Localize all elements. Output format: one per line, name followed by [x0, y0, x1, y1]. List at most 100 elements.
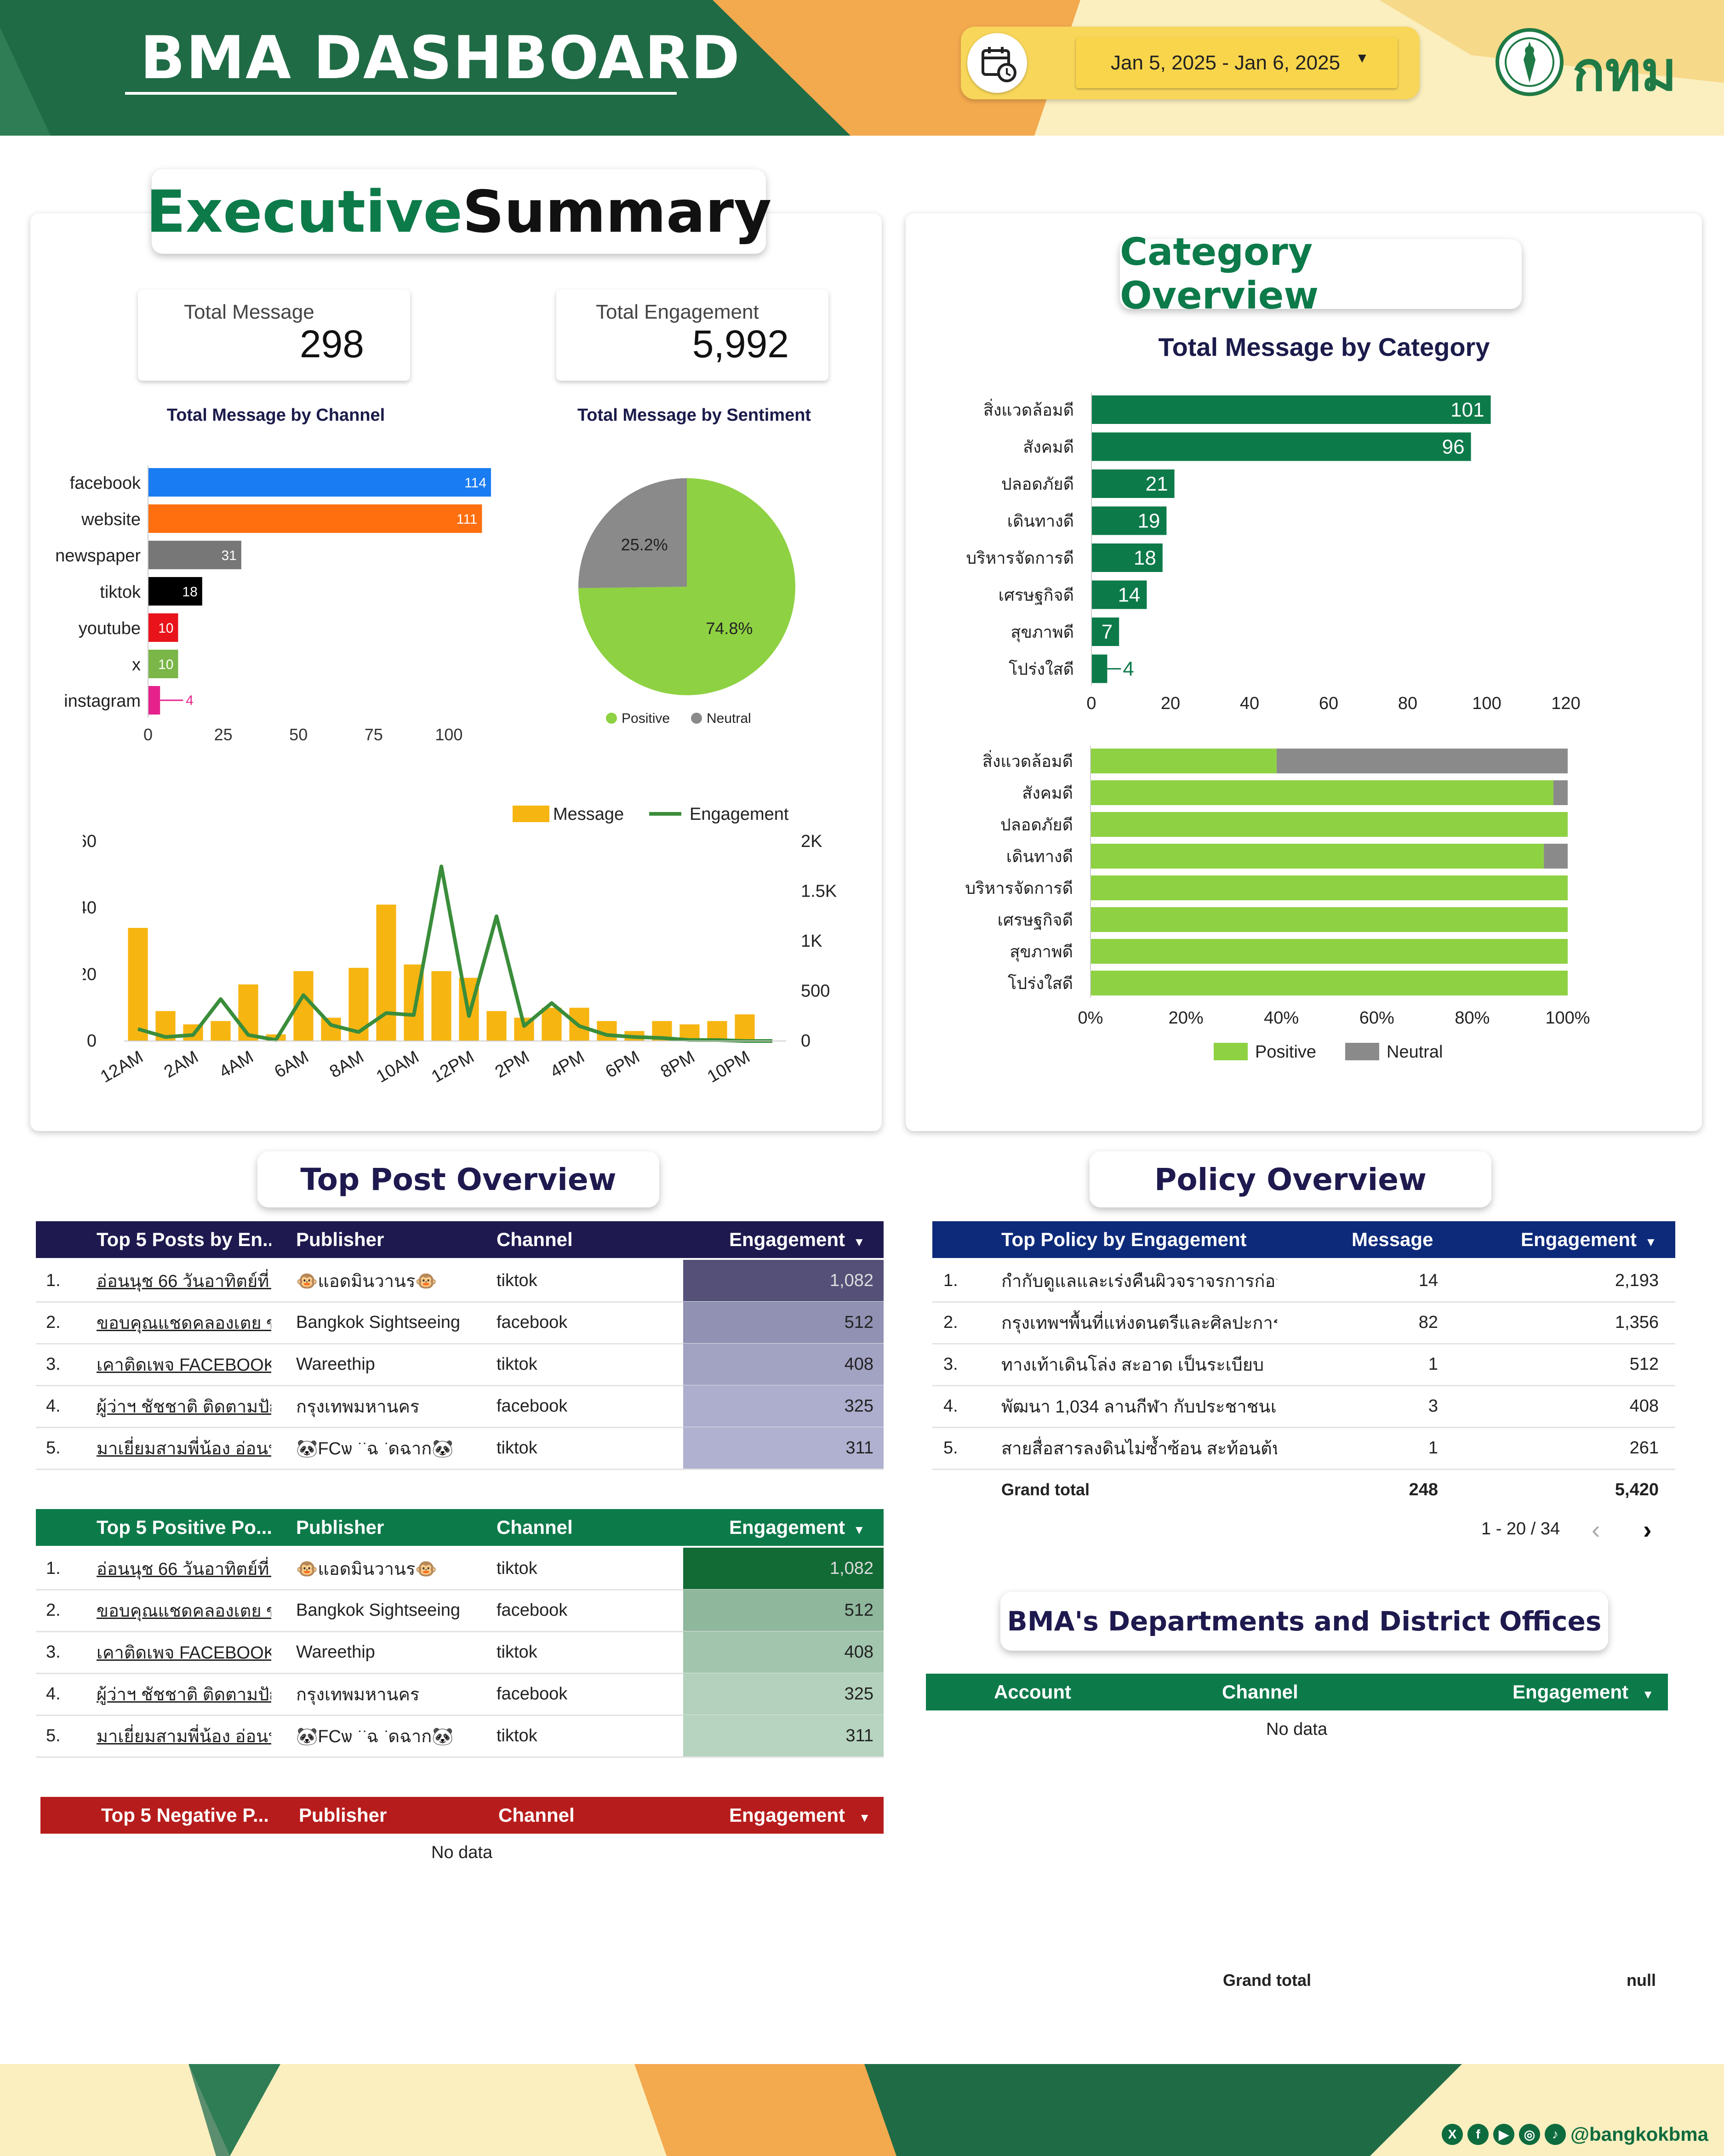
- column-header-post[interactable]: Top 5 Negative P...: [101, 1804, 269, 1826]
- engagement-cell: 325: [683, 1673, 884, 1715]
- row-number: 2.: [46, 1312, 61, 1332]
- table-row[interactable]: 4. ผู้ว่าฯ ชัชชาติ ติดตามปัญห... กรุงเทพมห…: [36, 1385, 884, 1428]
- column-header-post-label: Top 5 Posts by En...: [97, 1229, 271, 1250]
- publisher-cell: 🐼FCѡ ͘ ͘ ฉ ͘ ดฉาก🐼: [296, 1439, 454, 1458]
- title-part-1: Executive: [146, 177, 462, 246]
- calendar-icon[interactable]: [967, 33, 1027, 93]
- channel-value-label: 10: [158, 657, 173, 672]
- facebook-icon[interactable]: f: [1467, 2124, 1489, 2145]
- date-range-select[interactable]: Jan 5, 2025 - Jan 6, 2025 ▼: [1076, 38, 1398, 88]
- column-header-channel[interactable]: Channel: [1222, 1681, 1298, 1703]
- y-left-tick-label: 60: [83, 832, 97, 851]
- channel-label: instagram: [64, 692, 141, 711]
- column-header-engagement[interactable]: Engagement ▼: [729, 1229, 865, 1251]
- table-row[interactable]: 2. ขอบคุณแชดคลองเตย ขอบ... Bangkok Sightse…: [36, 1590, 884, 1632]
- y-right-tick-label: 500: [801, 982, 830, 1001]
- post-link[interactable]: เคาติดเพจ FACEBOOK :...: [97, 1643, 271, 1663]
- chevron-down-icon[interactable]: ▼: [1355, 51, 1369, 66]
- post-link[interactable]: อ่อนนุช 66 วันอาทิตย์ที่ 5...: [97, 1271, 271, 1291]
- message-cell: 1: [1428, 1438, 1438, 1458]
- x-tick-label: 40%: [1264, 1008, 1299, 1028]
- table-row[interactable]: 3. เคาติดเพจ FACEBOOK :... Wareethip tiktok…: [36, 1344, 884, 1386]
- post-link[interactable]: ผู้ว่าฯ ชัชชาติ ติดตามปัญห...: [97, 1685, 271, 1704]
- y-right-tick-label: 0: [801, 1031, 811, 1051]
- channel-cell: tiktok: [497, 1438, 537, 1458]
- instagram-icon[interactable]: ◎: [1519, 2124, 1540, 2145]
- column-header-channel[interactable]: Channel: [497, 1229, 573, 1251]
- policy-name[interactable]: กรุงเทพฯพื้นที่แห่งดนตรีและศิลปะการแส...: [1001, 1313, 1277, 1333]
- table-row[interactable]: 4. พัฒนา 1,034 ลานกีฬา กับประชาชนและ... 3 4…: [932, 1385, 1675, 1428]
- category-bar: [1091, 395, 1491, 424]
- column-header-message[interactable]: Message: [1352, 1229, 1433, 1250]
- post-link[interactable]: มาเยี่ยมสามพี่น้อง อ่อนนุช...: [97, 1439, 271, 1458]
- positive-bar-segment: [1090, 749, 1277, 773]
- table-row[interactable]: 2. กรุงเทพฯพื้นที่แห่งดนตรีและศิลปะการแส.…: [932, 1302, 1675, 1344]
- category-bar: [1091, 618, 1119, 646]
- post-link[interactable]: มาเยี่ยมสามพี่น้อง อ่อนนุช...: [97, 1727, 271, 1746]
- x-tick-label: 60%: [1359, 1008, 1394, 1028]
- pie-slice: [578, 478, 687, 588]
- policy-name[interactable]: สายสื่อสารลงดินไม่ซ้ำซ้อน สะท้อนต้นทุน .…: [1001, 1439, 1277, 1458]
- column-header-publisher[interactable]: Publisher: [296, 1229, 384, 1251]
- table-row[interactable]: 1. กำกับดูแลและเร่งคืนผิวจราจรการก่อสร้าง…: [932, 1260, 1675, 1303]
- column-header-channel[interactable]: Channel: [497, 1516, 573, 1538]
- post-link[interactable]: ขอบคุณแชดคลองเตย ขอบ...: [97, 1601, 271, 1621]
- post-link[interactable]: ขอบคุณแชดคลองเตย ขอบ...: [97, 1313, 271, 1333]
- table-row[interactable]: 3. ทางเท้าเดินโล่ง สะอาด เป็นระเบียบ 1 512: [932, 1344, 1675, 1386]
- sort-desc-icon[interactable]: ▼: [1645, 1235, 1657, 1249]
- x-tick-label: 10PM: [704, 1047, 754, 1087]
- row-number: 1.: [46, 1558, 61, 1578]
- positive-bar-segment: [1090, 939, 1568, 964]
- table-row[interactable]: 4. ผู้ว่าฯ ชัชชาติ ติดตามปัญห... กรุงเทพมห…: [36, 1673, 884, 1716]
- negative-table-header: Top 5 Negative P... Publisher Channel En…: [40, 1797, 884, 1834]
- category-value-label: 19: [1137, 510, 1160, 532]
- table-row[interactable]: 1. อ่อนนุช 66 วันอาทิตย์ที่ 5... 🐵แอดมินวา…: [36, 1548, 884, 1590]
- social-handle[interactable]: @bangkokbma: [1570, 2123, 1709, 2145]
- table-row[interactable]: 3. เคาติดเพจ FACEBOOK :... Wareethip tiktok…: [36, 1631, 884, 1674]
- sort-desc-icon[interactable]: ▼: [1642, 1687, 1654, 1701]
- policy-name[interactable]: พัฒนา 1,034 ลานกีฬา กับประชาชนและ...: [1001, 1397, 1277, 1417]
- x-tick-label: 25: [214, 725, 233, 744]
- grand-total-engagement: 5,420: [1615, 1480, 1659, 1499]
- engagement-value: 311: [845, 1726, 873, 1745]
- sort-desc-icon[interactable]: ▼: [858, 1811, 871, 1824]
- publisher-cell: Bangkok Sightseeing: [296, 1600, 461, 1620]
- column-header-policy[interactable]: Top Policy by Engagement: [1001, 1229, 1247, 1250]
- table-row[interactable]: 5. มาเยี่ยมสามพี่น้อง อ่อนนุช... 🐼FCѡ ͘ ͘ …: [36, 1715, 884, 1758]
- table-row[interactable]: 1. อ่อนนุช 66 วันอาทิตย์ที่ 5... 🐵แอดมินวา…: [36, 1260, 884, 1303]
- title-underline: [125, 92, 677, 95]
- engagement-cell: 408: [683, 1344, 884, 1385]
- table-row[interactable]: 5. มาเยี่ยมสามพี่น้อง อ่อนนุช... 🐼FCѡ ͘ ͘ …: [36, 1427, 884, 1470]
- tiktok-icon[interactable]: ♪: [1545, 2124, 1566, 2145]
- column-header-publisher[interactable]: Publisher: [299, 1804, 387, 1826]
- date-range-control[interactable]: Jan 5, 2025 - Jan 6, 2025 ▼: [961, 27, 1420, 99]
- sentiment-pie-chart: 74.8% 25.2% Positive Neutral: [578, 478, 795, 726]
- column-header-engagement[interactable]: Engagement ▼: [729, 1804, 870, 1826]
- post-link[interactable]: เคาติดเพจ FACEBOOK :...: [97, 1355, 271, 1375]
- column-header-account[interactable]: Account: [994, 1681, 1071, 1703]
- engagement-label: Engagement: [1521, 1229, 1637, 1250]
- legend-label-message: Message: [553, 805, 624, 824]
- column-header-engagement[interactable]: Engagement ▼: [1521, 1229, 1657, 1251]
- post-link[interactable]: อ่อนนุช 66 วันอาทิตย์ที่ 5...: [97, 1559, 271, 1579]
- table-row[interactable]: 5. สายสื่อสารลงดินไม่ซ้ำซ้อน สะท้อนต้นทุน…: [932, 1427, 1675, 1470]
- departments-table-header: Account Channel Engagement ▼: [926, 1674, 1668, 1710]
- column-header-post[interactable]: Top 5 Positive Po...: [97, 1516, 271, 1538]
- post-link[interactable]: ผู้ว่าฯ ชัชชาติ ติดตามปัญห...: [97, 1397, 271, 1417]
- category-value-label: 4: [1123, 658, 1134, 681]
- table-row[interactable]: 2. ขอบคุณแชดคลองเตย ขอบ... Bangkok Sightse…: [36, 1302, 884, 1344]
- policy-name[interactable]: ทางเท้าเดินโล่ง สะอาด เป็นระเบียบ: [1001, 1355, 1264, 1375]
- column-header-post[interactable]: Top 5 Posts by En...: [97, 1229, 271, 1251]
- column-header-engagement[interactable]: Engagement ▼: [1513, 1681, 1654, 1703]
- sort-desc-icon[interactable]: ▼: [853, 1235, 865, 1249]
- engagement-cell: 261: [1629, 1438, 1659, 1458]
- youtube-icon[interactable]: ▶: [1493, 2124, 1514, 2145]
- previous-page-icon[interactable]: ‹: [1592, 1515, 1600, 1544]
- policy-name[interactable]: กำกับดูแลและเร่งคืนผิวจราจรการก่อสร้าง..…: [1001, 1271, 1277, 1291]
- column-header-publisher[interactable]: Publisher: [296, 1516, 384, 1538]
- next-page-icon[interactable]: ›: [1643, 1515, 1652, 1544]
- column-header-channel[interactable]: Channel: [498, 1804, 575, 1826]
- sort-desc-icon[interactable]: ▼: [853, 1523, 865, 1537]
- column-header-engagement[interactable]: Engagement ▼: [729, 1516, 865, 1538]
- x-icon[interactable]: X: [1442, 2124, 1463, 2145]
